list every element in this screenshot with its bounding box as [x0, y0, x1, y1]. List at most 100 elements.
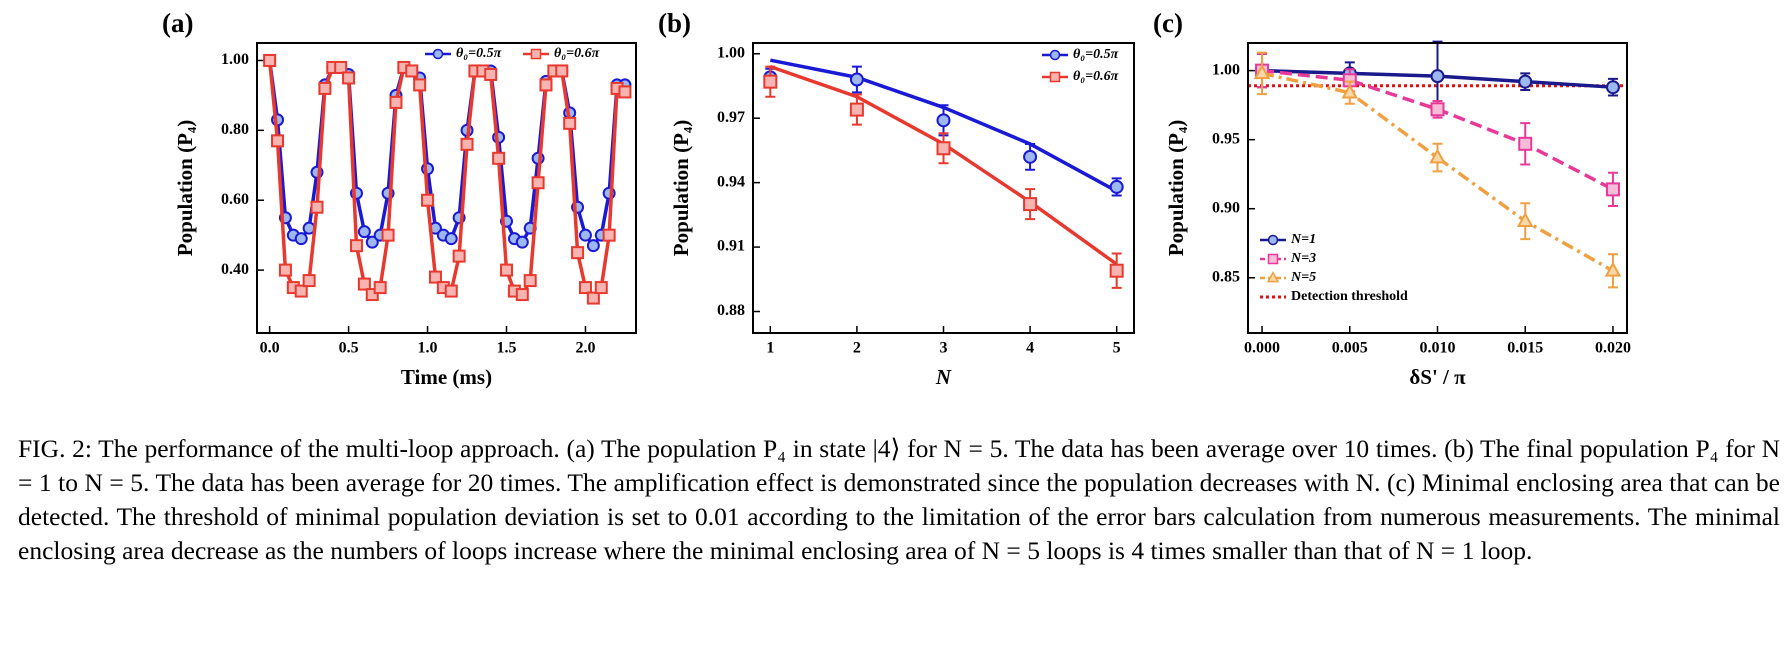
- marker: [365, 288, 379, 302]
- x-tick-label: 0.5: [339, 340, 359, 357]
- legend-label: θ₀=0.6π: [554, 46, 600, 61]
- marker: [1518, 74, 1533, 89]
- marker: [349, 239, 363, 253]
- marker: [302, 274, 316, 288]
- marker: [530, 48, 542, 60]
- marker: [1109, 179, 1124, 194]
- marker: [594, 281, 608, 295]
- marker: [1430, 102, 1445, 117]
- y-tick-label: 0.85: [1212, 268, 1240, 285]
- marker: [849, 72, 864, 87]
- marker: [365, 235, 379, 249]
- marker: [1267, 253, 1279, 265]
- marker: [563, 116, 577, 130]
- marker: [763, 74, 778, 89]
- marker: [1516, 211, 1534, 227]
- marker: [263, 53, 277, 67]
- y-tick-label: 0.91: [717, 238, 745, 255]
- marker: [271, 134, 285, 148]
- marker: [428, 270, 442, 284]
- marker: [618, 85, 632, 99]
- marker: [1023, 149, 1038, 164]
- legend-label: Detection threshold: [1291, 289, 1408, 304]
- marker: [1341, 83, 1359, 99]
- marker: [1604, 261, 1622, 277]
- y-tick-label: 0.94: [717, 173, 745, 190]
- plot-frame: [752, 42, 1135, 334]
- marker: [381, 228, 395, 242]
- panel-label: (c): [1153, 8, 1183, 38]
- marker: [539, 78, 553, 92]
- marker: [578, 228, 592, 242]
- marker: [318, 81, 332, 95]
- marker: [310, 200, 324, 214]
- series-line: [267, 60, 626, 301]
- marker: [278, 263, 292, 277]
- x-tick-label: 0.0: [260, 340, 280, 357]
- legend-label: N=3: [1290, 251, 1316, 266]
- y-tick-label: 1.00: [221, 51, 249, 68]
- series-line: [1261, 71, 1614, 273]
- legend-label: N=5: [1290, 270, 1316, 285]
- y-tick-label: 1.00: [717, 44, 745, 61]
- marker: [357, 225, 371, 239]
- x-tick-label: 2.0: [575, 340, 595, 357]
- marker: [1049, 49, 1061, 61]
- marker: [586, 239, 600, 253]
- marker: [849, 102, 864, 117]
- panel-label: (b): [658, 8, 691, 38]
- marker: [1049, 71, 1061, 83]
- x-tick-label: 3: [940, 340, 948, 357]
- x-tick-label: 4: [1026, 340, 1034, 357]
- y-axis-label: Population (P₄): [173, 120, 197, 256]
- y-axis-label: Population (P₄): [669, 120, 693, 256]
- y-tick-label: 0.80: [221, 121, 249, 138]
- marker: [421, 193, 435, 207]
- panel-label: (a): [162, 8, 193, 38]
- x-axis-label: Time (ms): [401, 365, 492, 389]
- x-tick-label: 0.010: [1420, 340, 1456, 357]
- marker: [523, 274, 537, 288]
- y-tick-label: 0.88: [717, 302, 745, 319]
- marker: [492, 151, 506, 165]
- x-tick-label: 0.020: [1595, 340, 1631, 357]
- marker: [1518, 136, 1533, 151]
- legend-label: θ₀=0.5π: [456, 46, 502, 61]
- x-axis-label: δS' / π: [1409, 365, 1466, 389]
- marker: [405, 64, 419, 78]
- marker: [373, 281, 387, 295]
- marker: [1429, 148, 1446, 164]
- marker: [432, 48, 444, 60]
- marker: [602, 228, 616, 242]
- marker: [936, 113, 951, 128]
- y-tick-label: 1.00: [1212, 61, 1240, 78]
- series-line: [769, 64, 1118, 266]
- marker: [1605, 182, 1620, 197]
- x-tick-label: 2: [853, 340, 861, 357]
- marker: [460, 137, 474, 151]
- y-tick-label: 0.95: [1212, 130, 1240, 147]
- marker: [389, 95, 403, 109]
- marker: [500, 263, 514, 277]
- marker: [571, 246, 585, 260]
- figure: (a) Time (ms) Population (P₄) 0.0 0.5 1.0 1.5 2…: [162, 8, 1631, 389]
- marker: [452, 249, 466, 263]
- y-tick-label: 0.90: [1212, 199, 1240, 216]
- x-tick-label: 5: [1113, 340, 1121, 357]
- x-tick-label: 0.015: [1507, 340, 1543, 357]
- marker: [555, 64, 569, 78]
- marker: [484, 67, 498, 81]
- x-tick-label: 1: [766, 340, 774, 357]
- y-tick-label: 0.40: [221, 261, 249, 278]
- marker: [444, 284, 458, 298]
- y-axis-label: Population (P₄): [1164, 120, 1188, 256]
- marker: [334, 60, 348, 74]
- marker: [1266, 271, 1280, 283]
- marker: [1430, 69, 1445, 84]
- x-tick-label: 1.5: [497, 340, 517, 357]
- marker: [1023, 197, 1038, 212]
- x-tick-label: 0.000: [1244, 340, 1280, 357]
- legend-label: N=1: [1290, 232, 1316, 247]
- y-tick-label: 0.97: [717, 109, 745, 126]
